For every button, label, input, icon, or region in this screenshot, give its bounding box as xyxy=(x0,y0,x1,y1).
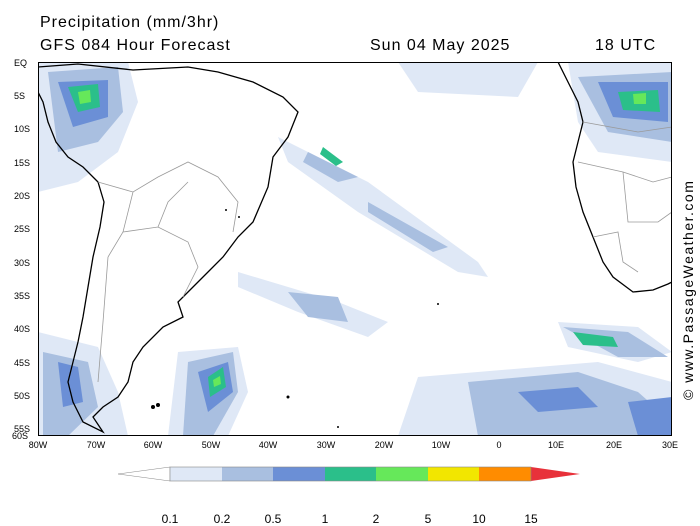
lat-label-20s: 20S xyxy=(14,191,31,201)
lat-label-45s: 45S xyxy=(14,358,31,368)
lon-label-10w: 10W xyxy=(431,440,451,450)
legend-swatch-8 xyxy=(531,467,580,481)
africa-coast xyxy=(557,62,672,293)
islands xyxy=(151,209,439,428)
lon-label-60w: 60W xyxy=(143,440,163,450)
lon-label-10e: 10E xyxy=(547,440,564,450)
legend-swatch-0 xyxy=(118,466,171,482)
credit-text: © www.PassageWeather.com xyxy=(680,179,696,400)
forecast-time: 18 UTC xyxy=(595,37,657,54)
legend-swatch-3 xyxy=(273,467,325,481)
lon-label-40w: 40W xyxy=(258,440,278,450)
lon-label-70w: 70W xyxy=(86,440,106,450)
south-america-coast xyxy=(38,63,299,434)
lat-label-55s: 55S xyxy=(14,424,31,434)
lat-label-10s: 10S xyxy=(14,124,31,134)
lon-label-20w: 20W xyxy=(374,440,394,450)
lat-label-35s: 35S xyxy=(14,291,31,301)
legend-label-6: 10 xyxy=(472,512,486,526)
lon-label-50w: 50W xyxy=(201,440,221,450)
lat-label-25s: 25S xyxy=(14,224,31,234)
legend-swatch-6 xyxy=(428,467,479,481)
map-canvas xyxy=(38,62,672,436)
legend-label-3: 1 xyxy=(321,512,329,526)
lon-label-30w: 30W xyxy=(316,440,336,450)
africa-borders xyxy=(577,121,672,273)
legend-swatch-2 xyxy=(222,467,273,481)
legend-swatch-7 xyxy=(479,467,531,481)
lat-label-40s: 40S xyxy=(14,324,31,334)
legend-colorbar xyxy=(118,466,580,482)
legend-swatch-5 xyxy=(376,467,428,481)
south-america-borders xyxy=(97,161,239,383)
legend-label-4: 2 xyxy=(372,512,380,526)
legend-label-0: 0.1 xyxy=(161,512,179,526)
lat-label-60s: 60S xyxy=(12,431,29,441)
precipitation-map xyxy=(38,62,672,436)
forecast-label: GFS 084 Hour Forecast xyxy=(40,37,231,54)
lon-label-80w: 80W xyxy=(28,440,48,450)
lat-label-5s: 5S xyxy=(14,91,26,101)
forecast-date: Sun 04 May 2025 xyxy=(370,37,511,54)
legend-swatch-1 xyxy=(170,467,222,481)
lat-label-50s: 50S xyxy=(14,391,31,401)
legend-label-2: 0.5 xyxy=(264,512,282,526)
lat-label-30s: 30S xyxy=(14,258,31,268)
map-frame xyxy=(38,62,672,436)
map-title: Precipitation (mm/3hr) xyxy=(40,14,220,31)
precip-intense xyxy=(78,90,646,387)
legend-label-5: 5 xyxy=(424,512,432,526)
lat-label-15s: 15S xyxy=(14,158,31,168)
legend-swatch-4 xyxy=(325,467,376,481)
legend-frame xyxy=(169,466,532,482)
legend-label-7: 15 xyxy=(524,512,538,526)
lon-label-0: 0 xyxy=(496,440,502,450)
lat-label-eq: EQ xyxy=(14,58,28,68)
legend-label-1: 0.2 xyxy=(213,512,231,526)
lon-label-30e: 30E xyxy=(661,440,678,450)
lon-label-20e: 20E xyxy=(605,440,622,450)
